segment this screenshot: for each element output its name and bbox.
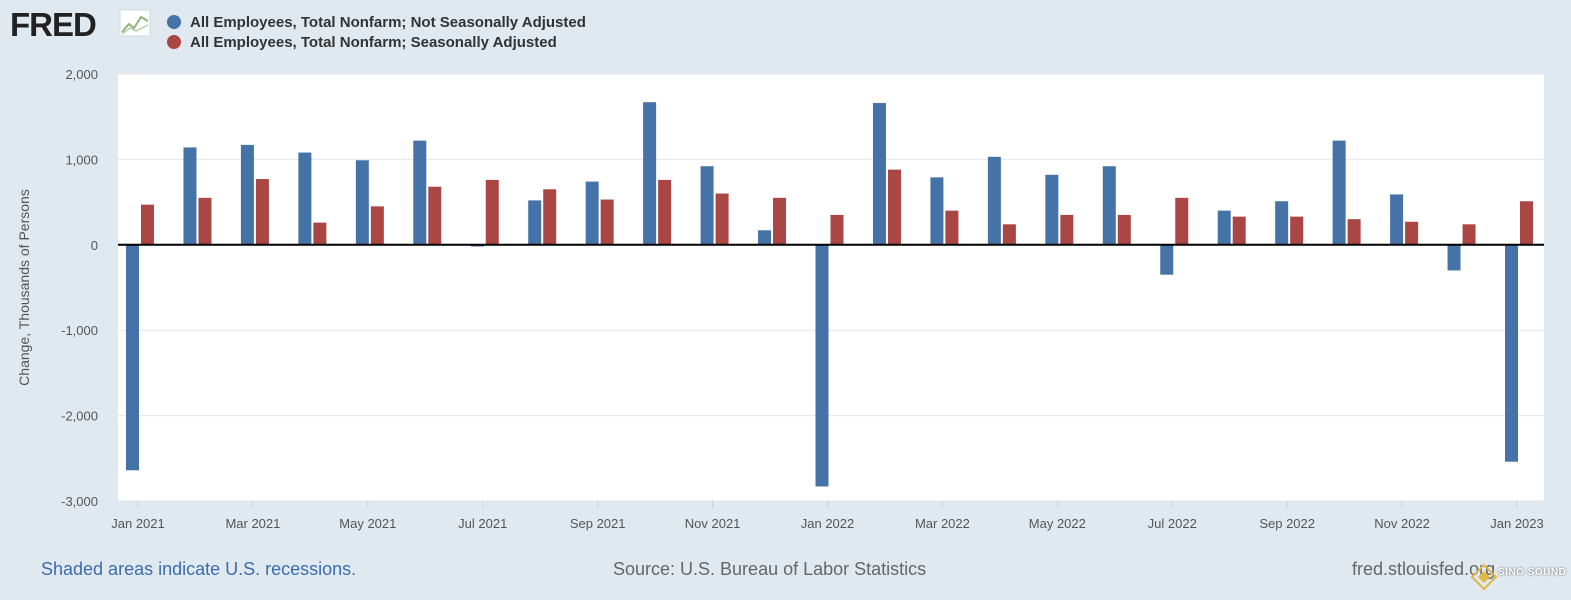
bar-not-seasonally-adjusted (930, 177, 944, 245)
fred-logo[interactable]: FRED (10, 6, 151, 43)
x-tick-label: Jul 2021 (458, 516, 507, 531)
bar-seasonally-adjusted (1462, 224, 1476, 245)
plot-area: 2,000 1,000 0 -1,000 -2,000 -3,000 Change, Tho… (16, 67, 1544, 531)
bar-seasonally-adjusted (830, 214, 844, 245)
fred-graph-icon (119, 9, 151, 37)
plot-background (118, 74, 1544, 501)
bar-seasonally-adjusted (1175, 197, 1189, 245)
bar-seasonally-adjusted (198, 197, 212, 245)
bar-not-seasonally-adjusted (987, 156, 1001, 245)
bar-not-seasonally-adjusted (1505, 244, 1518, 462)
bar-not-seasonally-adjusted (528, 200, 542, 245)
bar-not-seasonally-adjusted (1390, 194, 1404, 245)
x-tick-label: Jan 2023 (1490, 516, 1544, 531)
bar-not-seasonally-adjusted (240, 144, 254, 245)
bar-seasonally-adjusted (1290, 216, 1304, 245)
x-tick-label: Jan 2022 (801, 516, 855, 531)
bar-not-seasonally-adjusted (298, 152, 312, 245)
bar-not-seasonally-adjusted (1160, 244, 1174, 275)
bar-not-seasonally-adjusted (758, 230, 772, 245)
x-tick-label: Nov 2022 (1374, 516, 1430, 531)
x-tick-label: Sep 2021 (570, 516, 626, 531)
bar-not-seasonally-adjusted (643, 102, 657, 245)
x-tick-label: Sep 2022 (1259, 516, 1315, 531)
x-tick-label: Nov 2021 (685, 516, 741, 531)
x-tick-label: May 2021 (339, 516, 396, 531)
bar-seasonally-adjusted (715, 193, 729, 245)
bar-seasonally-adjusted (658, 179, 672, 245)
site-link[interactable]: fred.stlouisfed.org (1352, 559, 1496, 579)
y-tick-label: -1,000 (61, 323, 98, 338)
fred-logo-text: FRED (10, 6, 96, 43)
x-tick-label: May 2022 (1029, 516, 1086, 531)
watermark-diamond-icon (1470, 563, 1498, 591)
bar-seasonally-adjusted (428, 186, 442, 245)
bar-seasonally-adjusted (887, 169, 901, 245)
y-tick-label: 2,000 (65, 67, 98, 82)
bar-not-seasonally-adjusted (1102, 166, 1116, 245)
bar-seasonally-adjusted (255, 179, 269, 245)
x-tick-label: Mar 2022 (915, 516, 970, 531)
x-tick-label: Mar 2021 (225, 516, 280, 531)
bar-seasonally-adjusted (773, 197, 787, 245)
watermark: SINO SOUND (1470, 563, 1566, 593)
bar-not-seasonally-adjusted (355, 160, 369, 245)
bar-seasonally-adjusted (1347, 219, 1361, 245)
bar-not-seasonally-adjusted (872, 103, 886, 245)
y-tick-label: -2,000 (61, 409, 98, 424)
bar-not-seasonally-adjusted (585, 181, 599, 245)
bar-seasonally-adjusted (600, 199, 614, 245)
bar-seasonally-adjusted (141, 204, 154, 245)
bar-seasonally-adjusted (1232, 216, 1246, 245)
bar-seasonally-adjusted (543, 189, 557, 245)
bar-seasonally-adjusted (370, 206, 384, 245)
y-tick-label: -3,000 (61, 494, 98, 509)
bar-seasonally-adjusted (1002, 224, 1016, 245)
y-axis-label: Change, Thousands of Persons (16, 189, 32, 386)
source-text: Source: U.S. Bureau of Labor Statistics (613, 559, 927, 579)
bar-not-seasonally-adjusted (1045, 174, 1059, 245)
bar-seasonally-adjusted (1117, 214, 1131, 245)
legend-marker (167, 15, 181, 29)
bar-seasonally-adjusted (313, 222, 327, 245)
bar-not-seasonally-adjusted (183, 147, 197, 245)
legend: All Employees, Total Nonfarm; Not Season… (167, 14, 586, 51)
legend-marker (167, 35, 181, 49)
bar-seasonally-adjusted (485, 179, 499, 245)
bar-not-seasonally-adjusted (1275, 201, 1289, 245)
x-tick-label: Jul 2022 (1148, 516, 1197, 531)
bar-seasonally-adjusted (1520, 201, 1533, 245)
y-tick-label: 1,000 (65, 152, 98, 167)
bar-not-seasonally-adjusted (1332, 140, 1346, 245)
legend-label: All Employees, Total Nonfarm; Seasonally… (190, 34, 557, 51)
recession-note-link[interactable]: Shaded areas indicate U.S. recessions. (41, 559, 357, 579)
y-tick-label: 0 (91, 238, 98, 253)
bar-not-seasonally-adjusted (126, 244, 139, 471)
bar-not-seasonally-adjusted (413, 140, 427, 245)
bar-seasonally-adjusted (945, 210, 959, 245)
bar-not-seasonally-adjusted (1217, 210, 1231, 245)
watermark-text: SINO SOUND (1498, 567, 1567, 578)
bar-not-seasonally-adjusted (815, 244, 829, 487)
bar-not-seasonally-adjusted (1447, 244, 1461, 271)
x-tick-label: Jan 2021 (111, 516, 165, 531)
bar-not-seasonally-adjusted (700, 166, 714, 245)
legend-label: All Employees, Total Nonfarm; Not Season… (190, 14, 586, 31)
bar-seasonally-adjusted (1060, 214, 1074, 245)
bar-seasonally-adjusted (1405, 221, 1419, 245)
